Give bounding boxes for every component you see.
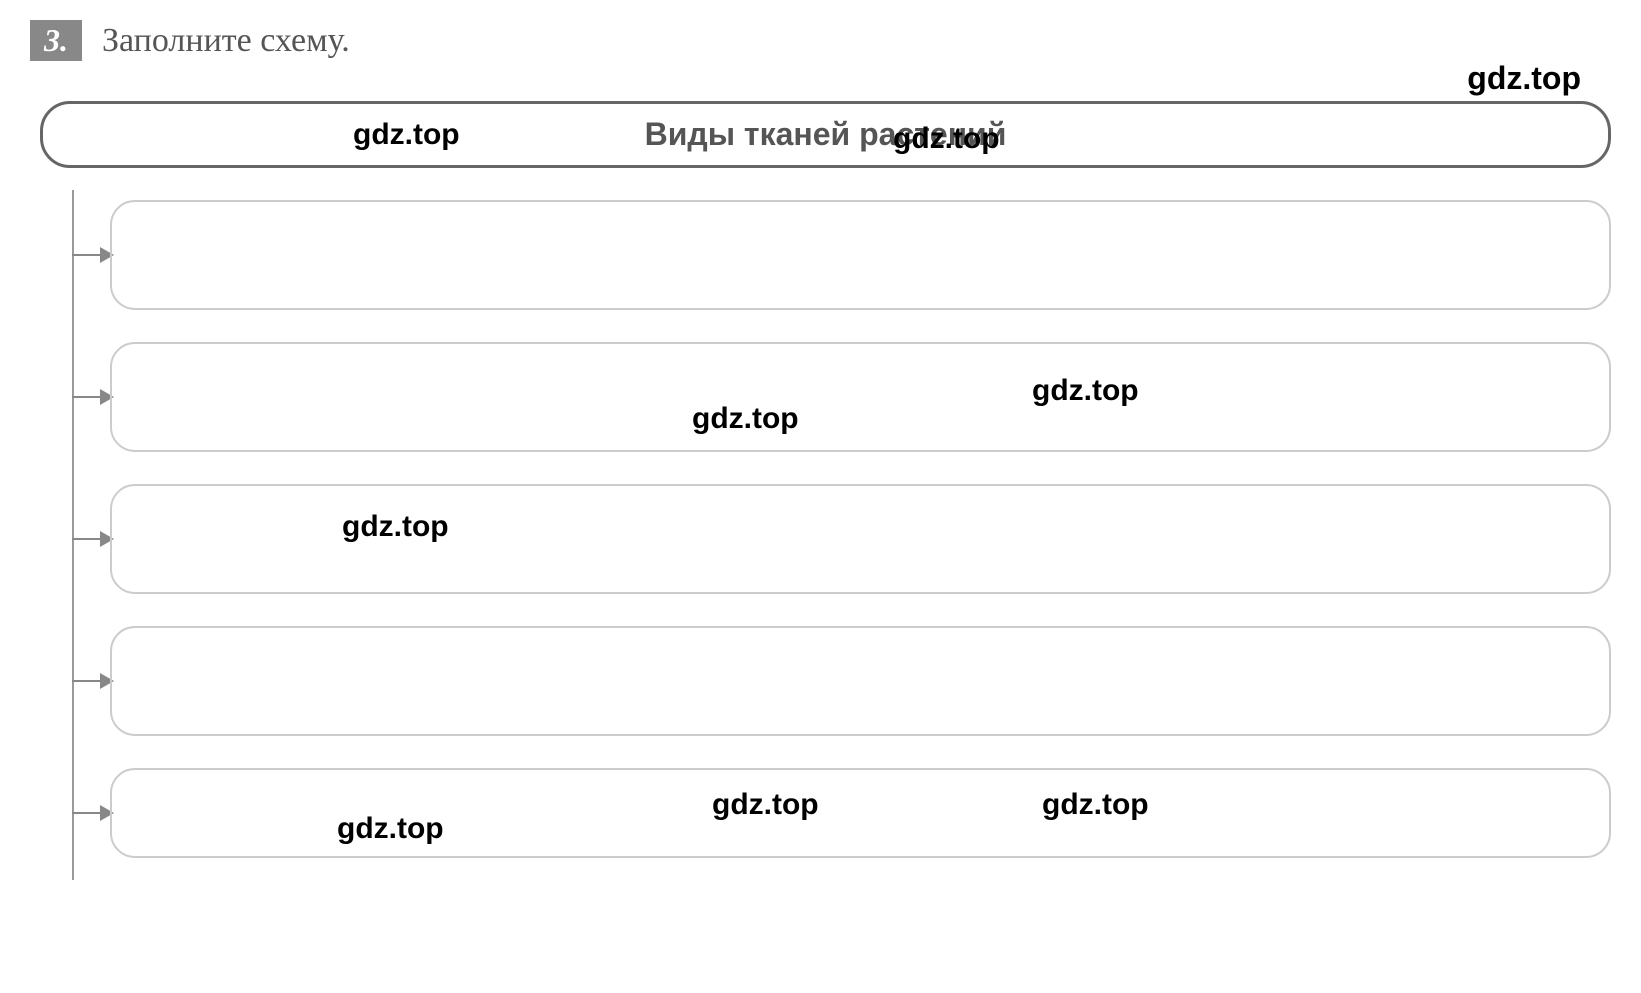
arrow-line — [72, 680, 100, 682]
watermark-box5-center: gdz.top — [712, 788, 819, 822]
answer-box-2: gdz.top gdz.top — [110, 342, 1611, 452]
arrow-line — [72, 812, 100, 814]
watermark-box5-right: gdz.top — [1042, 788, 1149, 822]
diagram-title-box: gdz.top Виды тканей растений gdz.top — [40, 101, 1611, 168]
answer-box-4 — [110, 626, 1611, 736]
arrow-line — [72, 396, 100, 398]
watermark-box2-center: gdz.top — [692, 402, 799, 436]
task-instruction-text: Заполните схему. — [102, 22, 350, 60]
branch-row-1 — [110, 200, 1611, 310]
watermark-box2-right: gdz.top — [1032, 374, 1139, 408]
answer-box-5: gdz.top gdz.top gdz.top — [110, 768, 1611, 858]
branch-row-3: gdz.top — [110, 484, 1611, 594]
arrow-line — [72, 538, 100, 540]
arrow-3 — [72, 531, 114, 547]
branches-container: gdz.top gdz.top gdz.top — [40, 200, 1611, 858]
answer-box-1 — [110, 200, 1611, 310]
watermark-top-right: gdz.top — [1467, 60, 1581, 97]
diagram-container: gdz.top Виды тканей растений gdz.top gdz… — [30, 101, 1611, 858]
task-header: 3. Заполните схему. — [30, 20, 1611, 61]
arrow-5 — [72, 805, 114, 821]
watermark-box5-left: gdz.top — [337, 812, 444, 846]
arrow-2 — [72, 389, 114, 405]
watermark-title-right: gdz.top — [893, 122, 1000, 156]
branch-row-2: gdz.top gdz.top — [110, 342, 1611, 452]
task-number-badge: 3. — [30, 20, 82, 61]
watermark-title-left: gdz.top — [353, 118, 460, 152]
arrow-1 — [72, 247, 114, 263]
arrow-4 — [72, 673, 114, 689]
branch-row-4 — [110, 626, 1611, 736]
answer-box-3: gdz.top — [110, 484, 1611, 594]
watermark-box3-left: gdz.top — [342, 510, 449, 544]
arrow-line — [72, 254, 100, 256]
branch-row-5: gdz.top gdz.top gdz.top — [110, 768, 1611, 858]
